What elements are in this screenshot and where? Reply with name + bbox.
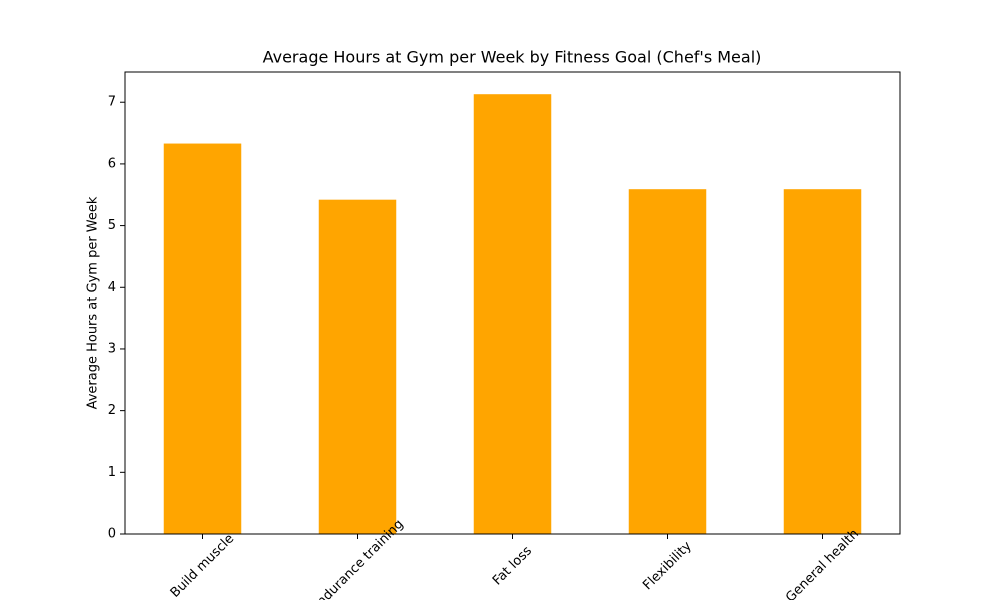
y-tick-label: 0 (108, 527, 116, 542)
y-tick-label: 4 (108, 280, 116, 295)
y-axis-label: Average Hours at Gym per Week (86, 196, 101, 409)
bar (318, 199, 397, 534)
x-tick-label: Flexibility (640, 539, 695, 594)
y-tick-label: 6 (108, 156, 116, 171)
x-tick-label: Build muscle (168, 531, 237, 600)
bar (628, 189, 707, 534)
bar (163, 143, 242, 535)
x-tick-label: Fat loss (490, 543, 535, 588)
y-tick-label: 3 (108, 341, 116, 356)
chart-title: Average Hours at Gym per Week by Fitness… (263, 48, 762, 67)
y-tick-label: 1 (108, 465, 116, 480)
y-tick-label: 2 (108, 403, 116, 418)
bar (473, 94, 552, 535)
y-tick-label: 7 (108, 95, 116, 110)
bar (783, 189, 862, 534)
plot-frame (124, 71, 901, 535)
y-tick-label: 5 (108, 218, 116, 233)
